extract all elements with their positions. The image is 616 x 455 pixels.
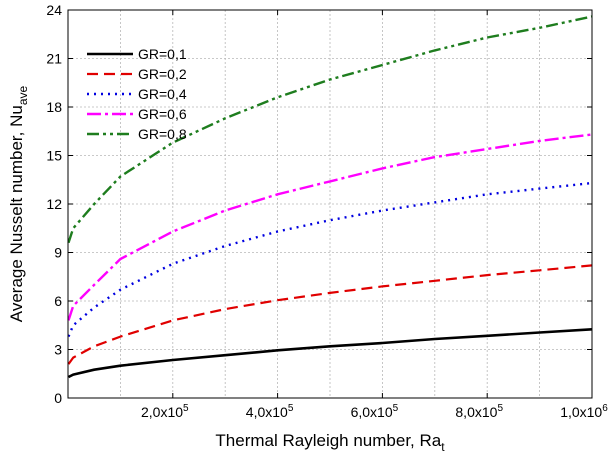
y-tick-label: 24 xyxy=(46,2,62,18)
y-tick-label: 9 xyxy=(54,245,62,261)
series-line-4 xyxy=(67,133,593,321)
series-line-1 xyxy=(67,328,593,379)
y-axis-label: Average Nusselt number, Nuave xyxy=(7,85,30,322)
legend-label-4: GR=0,6 xyxy=(138,106,187,122)
series-line-5 xyxy=(67,15,593,244)
legend-label-3: GR=0,4 xyxy=(138,86,187,102)
x-tick-label: 6,0x105 xyxy=(351,403,399,420)
y-tick-label: 12 xyxy=(46,196,62,212)
y-tick-label: 21 xyxy=(46,51,62,67)
grid-layer xyxy=(68,10,592,398)
legend-label-5: GR=0,8 xyxy=(138,126,187,142)
x-tick-label: 4,0x105 xyxy=(246,403,294,420)
legend-label-2: GR=0,2 xyxy=(138,66,187,82)
legend: GR=0,1 GR=0,2 GR=0,4 GR=0,6 GR=0,8 xyxy=(87,46,187,142)
y-tick-label: 3 xyxy=(54,342,62,358)
series-line-2 xyxy=(67,264,593,365)
x-tick-label: 2,0x105 xyxy=(141,403,189,420)
x-tick-label: 1,0x106 xyxy=(560,403,608,420)
series-line-3 xyxy=(67,181,593,338)
legend-label-1: GR=0,1 xyxy=(138,46,187,62)
ticks-layer: 0 3 6 9 12 15 18 21 24 2,0x105 4,0x105 6,0x105 8,0x1… xyxy=(46,2,608,420)
y-tick-label: 18 xyxy=(46,99,62,115)
y-tick-label: 6 xyxy=(54,293,62,309)
x-tick-label: 8,0x105 xyxy=(455,403,503,420)
series-layer xyxy=(67,15,593,379)
y-tick-label: 0 xyxy=(54,390,62,406)
y-tick-label: 15 xyxy=(46,148,62,164)
x-axis-label: Thermal Rayleigh number, Rat xyxy=(215,431,445,454)
